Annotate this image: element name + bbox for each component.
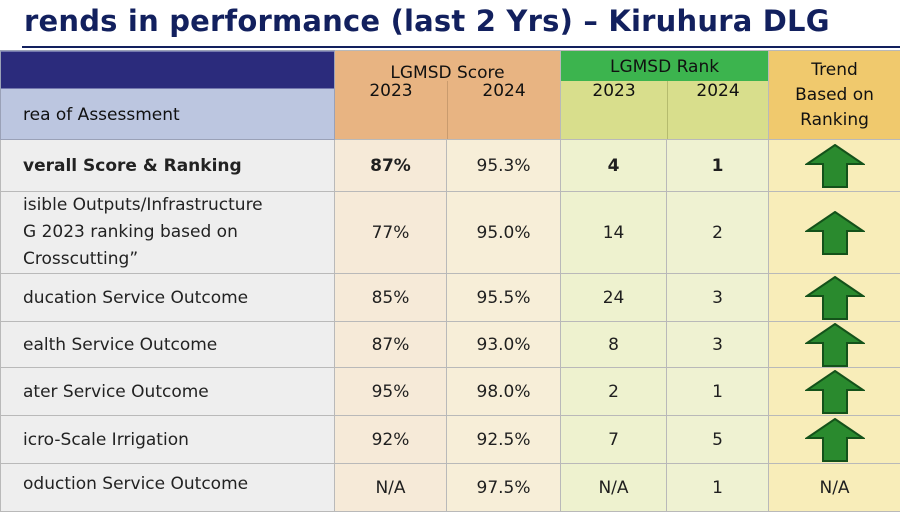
table-row: verall Score & Ranking 87% 95.3% 4 1 bbox=[0, 139, 900, 192]
table-row: ealth Service Outcome 87% 93.0% 8 3 bbox=[0, 321, 900, 368]
header-score-label: LGMSD Score bbox=[390, 63, 505, 83]
up-arrow-icon bbox=[804, 369, 865, 414]
trend-cell bbox=[768, 273, 900, 322]
table-row: oduction Service Outcome N/A 97.5% N/A 1… bbox=[0, 463, 900, 512]
header-trend-line2: Based on bbox=[795, 84, 874, 105]
table-row: ducation Service Outcome 85% 95.5% 24 3 bbox=[0, 273, 900, 322]
title-bar: rends in performance (last 2 Yrs) – Kiru… bbox=[0, 0, 900, 50]
up-arrow-icon bbox=[804, 322, 865, 367]
header-rank-group: LGMSD Rank 2023 2024 bbox=[560, 50, 770, 140]
score-2023-cell: 87% bbox=[334, 139, 447, 192]
rank-2024-cell: 2 bbox=[666, 191, 770, 274]
rank-2023-cell: 8 bbox=[560, 321, 668, 368]
area-line: isible Outputs/Infrastructure bbox=[23, 195, 263, 215]
area-cell: ducation Service Outcome bbox=[0, 273, 335, 322]
score-2023-cell: 87% bbox=[334, 321, 447, 368]
trend-cell bbox=[768, 367, 900, 416]
score-2023-cell: 85% bbox=[334, 273, 447, 322]
rank-2023-cell: 4 bbox=[560, 139, 668, 192]
rank-2023-cell: N/A bbox=[560, 463, 668, 512]
table-row: isible Outputs/Infrastructure G 2023 ran… bbox=[0, 191, 900, 274]
table-row: ater Service Outcome 95% 98.0% 2 1 bbox=[0, 367, 900, 416]
header-trend-line3: Ranking bbox=[800, 109, 869, 130]
rank-2024-cell: 1 bbox=[666, 139, 770, 192]
header-rank-label: LGMSD Rank bbox=[561, 51, 769, 81]
header-trend-line1: Trend bbox=[811, 59, 858, 80]
score-2024-cell: 95.3% bbox=[445, 139, 562, 192]
rank-2024-cell: 3 bbox=[666, 273, 770, 322]
rank-2024-cell: 5 bbox=[666, 415, 770, 464]
header-score-2024: 2024 bbox=[447, 81, 560, 139]
score-2023-cell: 77% bbox=[334, 191, 447, 274]
score-2024-cell: 95.0% bbox=[445, 191, 562, 274]
header-trend: Trend Based on Ranking bbox=[768, 50, 900, 140]
header-rank-2024: 2024 bbox=[667, 81, 768, 139]
trend-cell bbox=[768, 415, 900, 464]
area-cell: isible Outputs/Infrastructure G 2023 ran… bbox=[0, 191, 335, 274]
score-2023-cell: 95% bbox=[334, 367, 447, 416]
score-2024-cell: 92.5% bbox=[445, 415, 562, 464]
title-underline bbox=[22, 46, 900, 48]
area-cell: ealth Service Outcome bbox=[0, 321, 335, 368]
header-rank-2023: 2023 bbox=[592, 81, 636, 101]
trend-cell bbox=[768, 321, 900, 368]
score-2023-cell: N/A bbox=[334, 463, 447, 512]
up-arrow-icon bbox=[804, 210, 865, 255]
rank-2024-cell: 1 bbox=[666, 367, 770, 416]
score-2024-cell: 95.5% bbox=[445, 273, 562, 322]
rank-2023-cell: 2 bbox=[560, 367, 668, 416]
up-arrow-icon bbox=[804, 417, 865, 462]
area-cell: verall Score & Ranking bbox=[0, 139, 335, 192]
slide-title: rends in performance (last 2 Yrs) – Kiru… bbox=[24, 4, 830, 38]
trend-cell: N/A bbox=[768, 463, 900, 512]
rank-2023-cell: 14 bbox=[560, 191, 668, 274]
rank-2023-cell: 7 bbox=[560, 415, 668, 464]
header-score-group: LGMSD Score 2023 2024 bbox=[333, 50, 562, 140]
rank-2024-cell: 3 bbox=[666, 321, 770, 368]
performance-table: rea of Assessment LGMSD Score 2023 2024 … bbox=[0, 50, 900, 512]
score-2024-cell: 98.0% bbox=[445, 367, 562, 416]
header-row: rea of Assessment LGMSD Score 2023 2024 … bbox=[0, 50, 900, 140]
trend-cell bbox=[768, 139, 900, 192]
area-line: G 2023 ranking based on bbox=[23, 222, 238, 242]
up-arrow-icon bbox=[804, 275, 865, 320]
area-cell: oduction Service Outcome bbox=[0, 463, 335, 512]
rank-2023-cell: 24 bbox=[560, 273, 668, 322]
rank-2024-cell: 1 bbox=[666, 463, 770, 512]
area-line: Crosscutting” bbox=[23, 249, 139, 269]
area-cell: ater Service Outcome bbox=[0, 367, 335, 416]
score-2024-cell: 93.0% bbox=[445, 321, 562, 368]
header-score-2023: 2023 bbox=[369, 81, 413, 101]
trend-cell bbox=[768, 191, 900, 274]
area-cell: icro-Scale Irrigation bbox=[0, 415, 335, 464]
table-row: icro-Scale Irrigation 92% 92.5% 7 5 bbox=[0, 415, 900, 464]
score-2024-cell: 97.5% bbox=[445, 463, 562, 512]
up-arrow-icon bbox=[804, 143, 865, 188]
score-2023-cell: 92% bbox=[334, 415, 447, 464]
header-area-of-assessment: rea of Assessment bbox=[0, 50, 335, 140]
